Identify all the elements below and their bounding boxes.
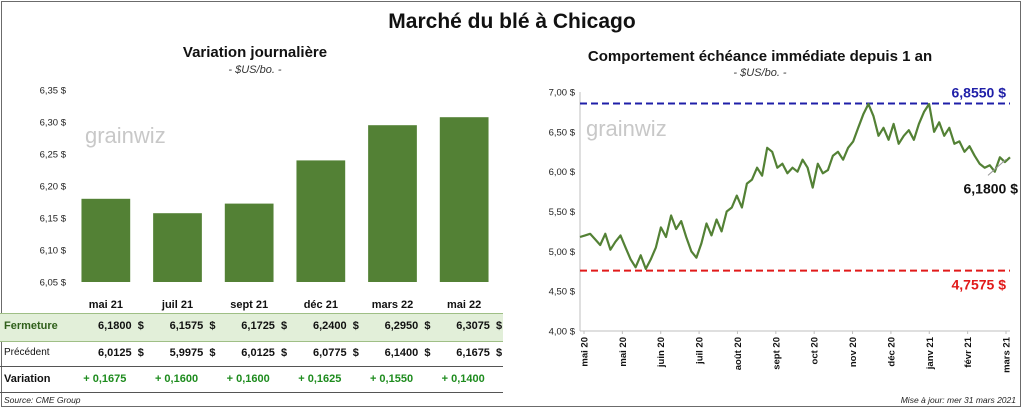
watermark-logo: grainwiz bbox=[85, 123, 166, 148]
bar bbox=[81, 198, 131, 282]
x-tick-label: juil 20 bbox=[695, 337, 706, 365]
table-separator bbox=[0, 366, 503, 367]
y-tick-label: 6,15 $ bbox=[40, 214, 67, 225]
table-separator bbox=[0, 392, 503, 393]
row-label-variation: Variation bbox=[4, 373, 51, 385]
right-chart-subtitle: - $US/bo. - bbox=[733, 67, 787, 79]
left-chart-title: Variation journalière bbox=[182, 44, 328, 61]
y-tick-label: 5,50 $ bbox=[549, 207, 576, 218]
last-value-label: 6,1800 $ bbox=[964, 180, 1019, 196]
y-tick-label: 4,50 $ bbox=[549, 287, 576, 298]
row-label-fermeture: Fermeture bbox=[4, 320, 58, 332]
y-tick-label: 6,25 $ bbox=[40, 150, 67, 161]
precedent-cell: 6,0775 $ bbox=[312, 347, 359, 359]
x-tick-label: sept 20 bbox=[771, 337, 782, 370]
right-chart-title: Comportement échéance immédiate depuis 1… bbox=[587, 48, 933, 65]
variation-cell: + 0,1675 bbox=[83, 373, 127, 385]
fermeture-cell: 6,2950 $ bbox=[384, 320, 431, 332]
left-chart-subtitle: - $US/bo. - bbox=[228, 64, 282, 76]
x-tick-label: juin 20 bbox=[656, 337, 667, 368]
y-tick-label: 6,35 $ bbox=[40, 86, 67, 97]
fermeture-cell: 6,2400 $ bbox=[312, 320, 359, 332]
variation-cell: + 0,1550 bbox=[369, 373, 414, 385]
y-tick-label: 4,00 $ bbox=[549, 327, 576, 338]
y-tick-label: 6,10 $ bbox=[40, 246, 67, 257]
x-tick-label: déc 21 bbox=[304, 299, 338, 311]
x-tick-label: févr 21 bbox=[963, 336, 974, 367]
x-tick-label: mai 21 bbox=[89, 299, 123, 311]
watermark-logo: grainwiz bbox=[586, 116, 667, 141]
precedent-cell: 6,0125 $ bbox=[97, 347, 144, 359]
y-tick-label: 5,00 $ bbox=[549, 247, 576, 258]
fermeture-cell: 6,1725 $ bbox=[241, 320, 288, 332]
y-tick-label: 6,30 $ bbox=[40, 118, 67, 129]
bar-chart: grainwiz 6,05 $ 6,10 $ 6,15 $ 6,20 $ 6,25 $ 6,… bbox=[40, 86, 489, 311]
x-tick-label: juil 21 bbox=[161, 299, 193, 311]
y-tick-label: 6,00 $ bbox=[549, 167, 576, 178]
x-tick-label: août 20 bbox=[733, 337, 744, 370]
x-tick-label: nov 20 bbox=[848, 337, 859, 367]
last-value-leader bbox=[987, 158, 1007, 176]
bar bbox=[439, 117, 489, 282]
y-tick-label: 6,50 $ bbox=[549, 127, 576, 138]
fermeture-cell: 6,3075 $ bbox=[456, 320, 503, 332]
bar bbox=[153, 213, 202, 282]
variation-cell: + 0,1600 bbox=[154, 373, 199, 385]
precedent-cell: 6,1400 $ bbox=[384, 347, 431, 359]
variation-cell: + 0,1400 bbox=[441, 373, 485, 385]
min-label: 4,7575 $ bbox=[952, 277, 1007, 293]
x-tick-label: mai 22 bbox=[447, 299, 481, 311]
x-tick-label: oct 20 bbox=[810, 337, 821, 364]
variation-cell: + 0,1625 bbox=[298, 373, 342, 385]
x-tick-label: sept 21 bbox=[230, 299, 268, 311]
fermeture-cell: 6,1575 $ bbox=[169, 320, 216, 332]
variation-cell: + 0,1600 bbox=[226, 373, 270, 385]
update-note: Mise à jour: mer 31 mars 2021 bbox=[900, 395, 1016, 405]
bar bbox=[224, 203, 274, 282]
line-chart: grainwiz 4,00 $ 4,50 $ 5,00 $ 5,50 $ 6,00 $ 6,… bbox=[549, 85, 1019, 373]
x-tick-label: mars 21 bbox=[1002, 336, 1013, 373]
precedent-cell: 6,1675 $ bbox=[456, 347, 503, 359]
x-tick-label: janv 21 bbox=[925, 336, 936, 370]
precedent-cell: 6,0125 $ bbox=[241, 347, 288, 359]
row-label-precedent: Précédent bbox=[4, 347, 50, 358]
fermeture-cell: 6,1800 $ bbox=[97, 320, 144, 332]
page-title: Marché du blé à Chicago bbox=[388, 10, 636, 33]
x-tick-label: déc 20 bbox=[886, 337, 897, 367]
price-series-line bbox=[579, 102, 1011, 270]
y-tick-label: 7,00 $ bbox=[549, 88, 576, 99]
y-tick-label: 6,20 $ bbox=[40, 182, 67, 193]
source-note: Source: CME Group bbox=[4, 395, 81, 405]
x-tick-label: mars 22 bbox=[372, 299, 414, 311]
max-label: 6,8550 $ bbox=[952, 85, 1007, 101]
x-tick-label: mai 20 bbox=[580, 337, 591, 367]
precedent-cell: 5,9975 $ bbox=[169, 347, 216, 359]
y-tick-label: 6,05 $ bbox=[40, 278, 67, 289]
bar bbox=[296, 160, 346, 282]
x-tick-label: mai 20 bbox=[618, 337, 629, 367]
fermeture-row-bg bbox=[0, 313, 503, 342]
bar bbox=[368, 125, 417, 282]
